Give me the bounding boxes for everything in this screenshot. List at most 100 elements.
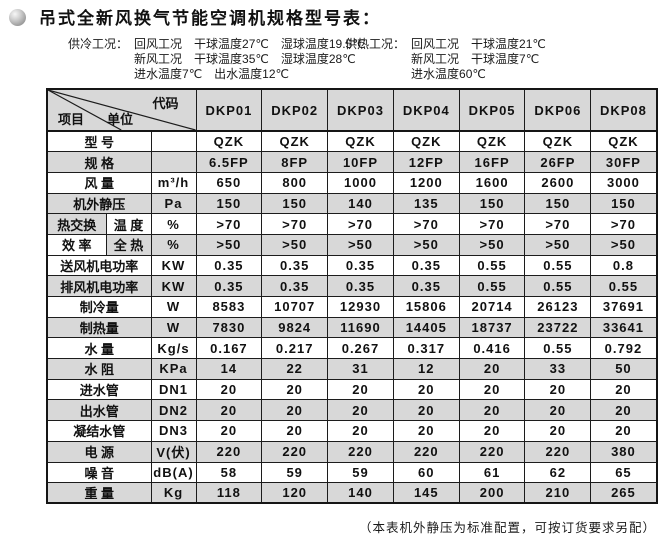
cell-value: 20 — [524, 399, 592, 422]
cell-value: 22 — [261, 358, 329, 380]
table-header-row: 代码 项目 单位 DKP01 DKP02 DKP03 DKP04 DKP05 DKP06 D… — [46, 88, 658, 132]
cell-value: 59 — [261, 461, 329, 484]
cooling-conditions-label: 供冷工况： — [68, 37, 129, 51]
cell-value: 0.55 — [524, 275, 592, 297]
cell-value: 30FP — [590, 151, 658, 173]
cell-value: 20 — [458, 378, 526, 401]
cell-value: 50 — [590, 358, 658, 380]
cell-value: 23722 — [524, 316, 592, 339]
row-unit: Kg — [150, 482, 197, 504]
table-row: 噪 音 dB(A) 58 59 59 60 61 62 65 — [46, 461, 658, 484]
cell-value: QZK — [590, 130, 658, 153]
cell-value: 20 — [195, 399, 263, 422]
cell-value: >70 — [524, 213, 592, 235]
title-row: 吊式全新风换气节能空调机规格型号表： — [0, 4, 381, 29]
cell-value: 20 — [261, 420, 329, 442]
cell-value: 20 — [195, 420, 263, 442]
cell-value: 20 — [590, 399, 658, 422]
cell-value: 10707 — [261, 296, 329, 318]
cell-value: 0.55 — [524, 254, 592, 277]
cell-value: >50 — [392, 233, 460, 256]
cell-value: QZK — [458, 130, 526, 153]
cell-value: >70 — [590, 213, 658, 235]
cell-value: 150 — [458, 192, 526, 215]
corner-label-item: 项目 — [58, 112, 85, 127]
row-unit — [150, 130, 197, 153]
cell-value: 33641 — [590, 316, 658, 339]
cell-value: 0.8 — [590, 254, 658, 277]
column-header-dkp04: DKP04 — [392, 88, 460, 132]
cell-value: QZK — [392, 130, 460, 153]
row-unit: Kg/s — [150, 337, 197, 360]
table-row: 制热量 W 7830 9824 11690 14405 18737 23722 33641 — [46, 316, 658, 339]
cell-value: 150 — [590, 192, 658, 215]
row-label-sub: 温 度 — [105, 213, 152, 235]
diagonal-lines — [48, 90, 195, 129]
cell-value: 14405 — [392, 316, 460, 339]
cell-value: 210 — [524, 482, 592, 504]
row-unit: KW — [150, 275, 197, 297]
cell-value: 61 — [458, 461, 526, 484]
column-header-dkp01: DKP01 — [195, 88, 263, 132]
cell-value: 140 — [327, 482, 394, 504]
cell-value: 380 — [590, 440, 658, 463]
cell-value: 8583 — [195, 296, 263, 318]
cell-value: 150 — [261, 192, 329, 215]
cell-value: 12 — [392, 358, 460, 380]
cell-value: QZK — [524, 130, 592, 153]
cell-value: 0.55 — [590, 275, 658, 297]
cooling-line-2: 新风工况 干球温度35℃ 湿球温度28℃ — [134, 52, 356, 66]
cell-value: 20 — [195, 378, 263, 401]
cell-value: 0.35 — [392, 254, 460, 277]
cell-value: 0.55 — [524, 337, 592, 360]
cell-value: 20 — [392, 399, 460, 422]
cell-value: 12FP — [392, 151, 460, 173]
cell-value: 15806 — [392, 296, 460, 318]
cell-value: 26FP — [524, 151, 592, 173]
cell-value: 220 — [524, 440, 592, 463]
specification-table: 代码 项目 单位 DKP01 DKP02 DKP03 DKP04 DKP05 DKP06 D… — [46, 88, 658, 505]
cell-value: 20 — [261, 378, 329, 401]
cell-value: 20 — [524, 378, 592, 401]
table-row: 重 量 Kg 118 120 140 145 200 210 265 — [46, 482, 658, 504]
cell-value: 31 — [327, 358, 394, 380]
table-row: 电 源 V(伏) 220 220 220 220 220 220 380 — [46, 440, 658, 463]
cell-value: 2600 — [524, 171, 592, 194]
cell-value: 33 — [524, 358, 592, 380]
row-label-group: 效 率 — [46, 233, 107, 256]
cell-value: >50 — [261, 233, 329, 256]
row-label: 型 号 — [46, 130, 152, 153]
cell-value: 1600 — [458, 171, 526, 194]
cell-value: 220 — [458, 440, 526, 463]
cell-value: 1000 — [327, 171, 394, 194]
row-label: 进水管 — [46, 378, 152, 401]
cell-value: 20 — [458, 420, 526, 442]
row-label: 重 量 — [46, 482, 152, 504]
operating-conditions: 供冷工况： 回风工况 干球温度27℃ 湿球温度19.5℃ 新风工况 干球温度35… — [68, 37, 546, 82]
cell-value: 220 — [261, 440, 329, 463]
cell-value: 200 — [458, 482, 526, 504]
heating-line-2: 新风工况 干球温度7℃ — [411, 52, 540, 66]
row-unit: Pa — [150, 192, 197, 215]
heating-line-3: 进水温度60℃ — [411, 67, 486, 81]
cell-value: 3000 — [590, 171, 658, 194]
cell-value: 20714 — [458, 296, 526, 318]
row-unit: % — [150, 233, 197, 256]
cell-value: 65 — [590, 461, 658, 484]
cooling-conditions: 供冷工况： 回风工况 干球温度27℃ 湿球温度19.5℃ 新风工况 干球温度35… — [68, 37, 366, 82]
cell-value: 120 — [261, 482, 329, 504]
row-unit: DN1 — [150, 378, 197, 401]
cell-value: QZK — [327, 130, 394, 153]
cell-value: 26123 — [524, 296, 592, 318]
cell-value: 20 — [327, 420, 394, 442]
cell-value: 20 — [327, 378, 394, 401]
column-header-dkp08: DKP08 — [590, 88, 658, 132]
cell-value: 20 — [392, 378, 460, 401]
column-header-dkp02: DKP02 — [261, 88, 329, 132]
cell-value: 220 — [392, 440, 460, 463]
cell-value: 118 — [195, 482, 263, 504]
cell-value: 9824 — [261, 316, 329, 339]
cooling-line-3: 进水温度7℃ 出水温度12℃ — [134, 67, 289, 81]
cell-value: 20 — [524, 420, 592, 442]
